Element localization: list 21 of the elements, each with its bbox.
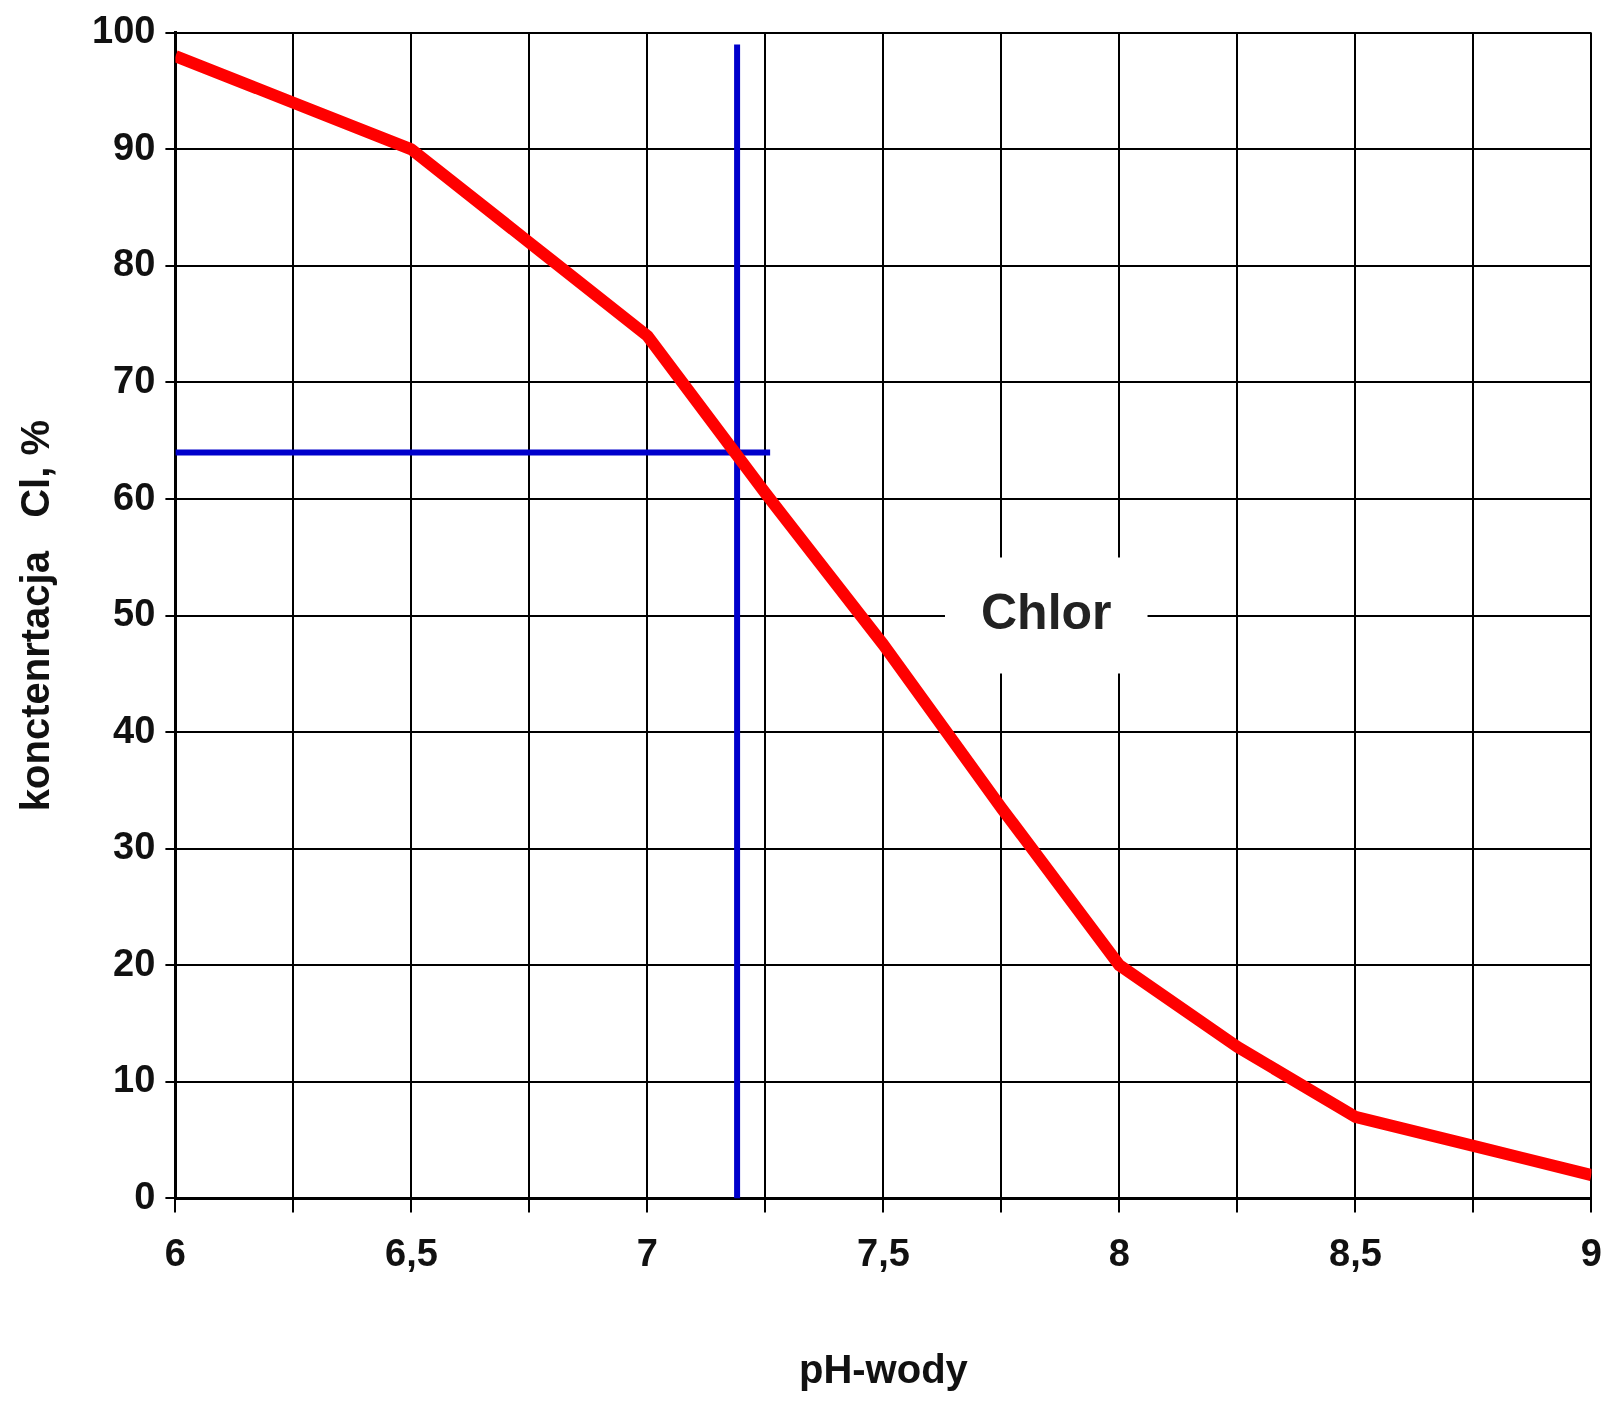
y-tick-label: 80 [113,242,156,285]
y-tick-label: 0 [134,1174,156,1217]
x-tick-label: 9 [1580,1231,1602,1274]
x-axis-title: pH-wody [798,1347,969,1392]
x-tick-label: 7 [636,1231,658,1274]
x-tick-label: 7,5 [857,1231,910,1274]
y-tick-label: 50 [113,592,156,635]
y-tick-label: 20 [113,941,156,984]
x-tick-label: 8,5 [1329,1231,1382,1274]
y-axis-title: konctenrtacja Cl, % [13,419,58,812]
y-tick-label: 70 [113,358,156,401]
y-tick-label: 90 [113,125,156,168]
annotation: Chlor [980,584,1112,641]
y-tick-label: 40 [113,708,156,751]
x-tick-label: 6 [164,1231,186,1274]
y-tick-label: 60 [113,475,156,518]
x-tick-label: 8 [1108,1231,1130,1274]
y-tick-label: 100 [92,9,156,52]
y-tick-label: 30 [113,825,156,868]
x-tick-label: 6,5 [384,1231,438,1274]
y-tick-label: 10 [113,1058,156,1101]
